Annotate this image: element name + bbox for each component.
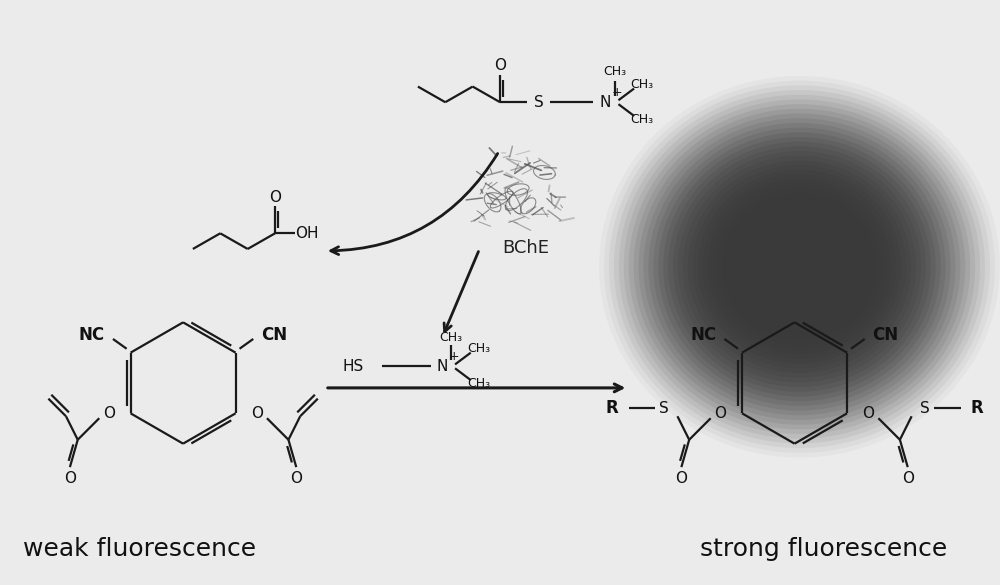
Text: strong fluorescence: strong fluorescence bbox=[700, 537, 948, 562]
Ellipse shape bbox=[629, 104, 970, 429]
Text: OH: OH bbox=[296, 226, 319, 241]
Text: N: N bbox=[437, 359, 448, 374]
Ellipse shape bbox=[639, 113, 960, 420]
Ellipse shape bbox=[727, 198, 872, 336]
Text: NC: NC bbox=[690, 326, 717, 344]
Ellipse shape bbox=[767, 236, 832, 298]
Text: O: O bbox=[251, 406, 263, 421]
Ellipse shape bbox=[693, 165, 906, 369]
Text: CH₃: CH₃ bbox=[440, 331, 463, 343]
Text: O: O bbox=[714, 406, 726, 421]
Text: CN: CN bbox=[261, 326, 287, 344]
Ellipse shape bbox=[757, 226, 842, 307]
Ellipse shape bbox=[643, 118, 955, 415]
Ellipse shape bbox=[703, 174, 896, 359]
Ellipse shape bbox=[653, 128, 946, 406]
Text: O: O bbox=[64, 472, 76, 486]
Ellipse shape bbox=[772, 240, 827, 293]
Text: HS: HS bbox=[343, 359, 364, 374]
Ellipse shape bbox=[614, 90, 985, 443]
Text: O: O bbox=[902, 472, 914, 486]
Ellipse shape bbox=[742, 212, 857, 322]
Ellipse shape bbox=[624, 99, 975, 434]
Ellipse shape bbox=[747, 216, 852, 317]
Text: CH₃: CH₃ bbox=[467, 377, 490, 390]
Text: CN: CN bbox=[873, 326, 899, 344]
Ellipse shape bbox=[732, 202, 867, 331]
Ellipse shape bbox=[707, 179, 891, 355]
Text: R: R bbox=[970, 400, 983, 418]
Text: S: S bbox=[534, 95, 544, 110]
Text: N: N bbox=[599, 95, 610, 110]
Ellipse shape bbox=[722, 193, 877, 340]
Ellipse shape bbox=[648, 123, 950, 411]
Text: CH₃: CH₃ bbox=[630, 78, 653, 91]
Ellipse shape bbox=[712, 184, 886, 350]
Ellipse shape bbox=[619, 95, 980, 439]
Text: O: O bbox=[269, 190, 281, 205]
Ellipse shape bbox=[609, 85, 990, 448]
Ellipse shape bbox=[673, 146, 926, 387]
Ellipse shape bbox=[658, 132, 941, 401]
Text: O: O bbox=[863, 406, 875, 421]
Ellipse shape bbox=[634, 109, 965, 425]
Text: R: R bbox=[606, 400, 619, 418]
Ellipse shape bbox=[683, 156, 916, 378]
Text: S: S bbox=[659, 401, 669, 416]
Ellipse shape bbox=[737, 207, 862, 326]
Text: NC: NC bbox=[79, 326, 105, 344]
Text: CH₃: CH₃ bbox=[467, 342, 490, 355]
Text: O: O bbox=[103, 406, 115, 421]
Ellipse shape bbox=[698, 170, 901, 364]
Ellipse shape bbox=[791, 259, 808, 274]
Ellipse shape bbox=[752, 221, 847, 312]
Text: O: O bbox=[675, 472, 687, 486]
Text: weak fluorescence: weak fluorescence bbox=[23, 537, 256, 562]
Ellipse shape bbox=[717, 188, 882, 345]
Ellipse shape bbox=[688, 160, 911, 373]
Ellipse shape bbox=[776, 245, 822, 288]
Text: +: + bbox=[449, 350, 459, 363]
Text: CH₃: CH₃ bbox=[630, 113, 653, 126]
Ellipse shape bbox=[781, 250, 818, 284]
Text: S: S bbox=[920, 401, 930, 416]
Ellipse shape bbox=[663, 137, 936, 397]
Ellipse shape bbox=[762, 230, 837, 302]
Ellipse shape bbox=[668, 142, 931, 392]
Text: BChE: BChE bbox=[502, 239, 549, 257]
Text: O: O bbox=[494, 57, 506, 73]
Text: CH₃: CH₃ bbox=[603, 66, 626, 78]
Ellipse shape bbox=[786, 254, 813, 279]
Ellipse shape bbox=[678, 151, 921, 383]
Text: +: + bbox=[611, 86, 622, 99]
Text: O: O bbox=[290, 472, 302, 486]
